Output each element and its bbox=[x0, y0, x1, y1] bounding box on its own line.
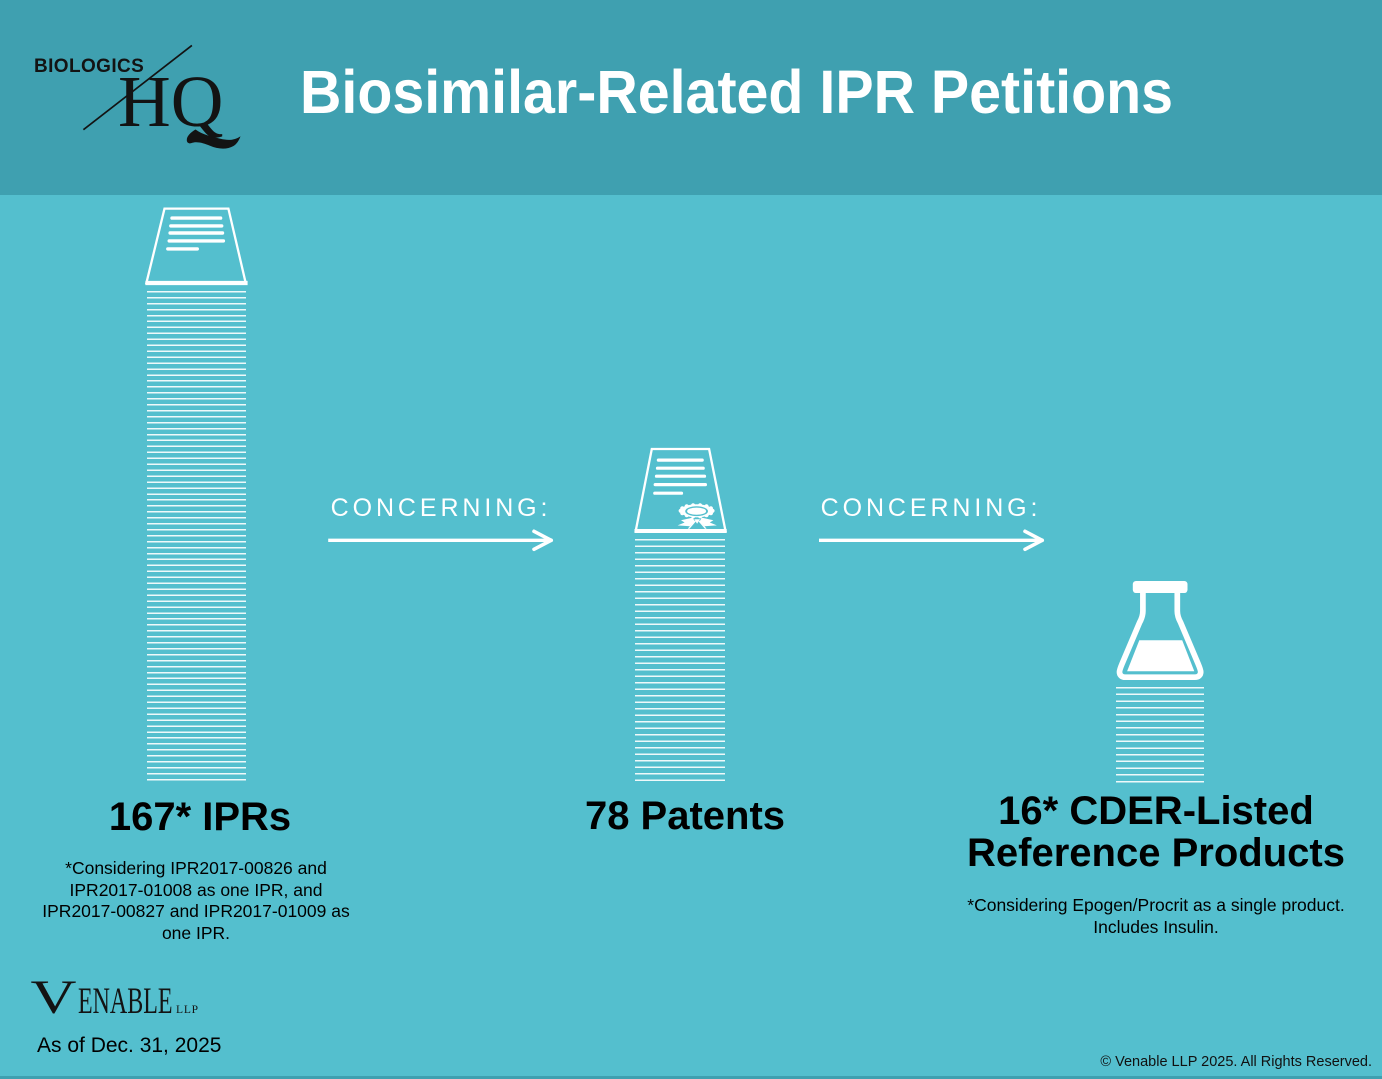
svg-text:ENABLE: ENABLE bbox=[78, 981, 173, 1022]
svg-text:V: V bbox=[31, 971, 77, 1024]
svg-text:LLP: LLP bbox=[176, 1004, 199, 1016]
